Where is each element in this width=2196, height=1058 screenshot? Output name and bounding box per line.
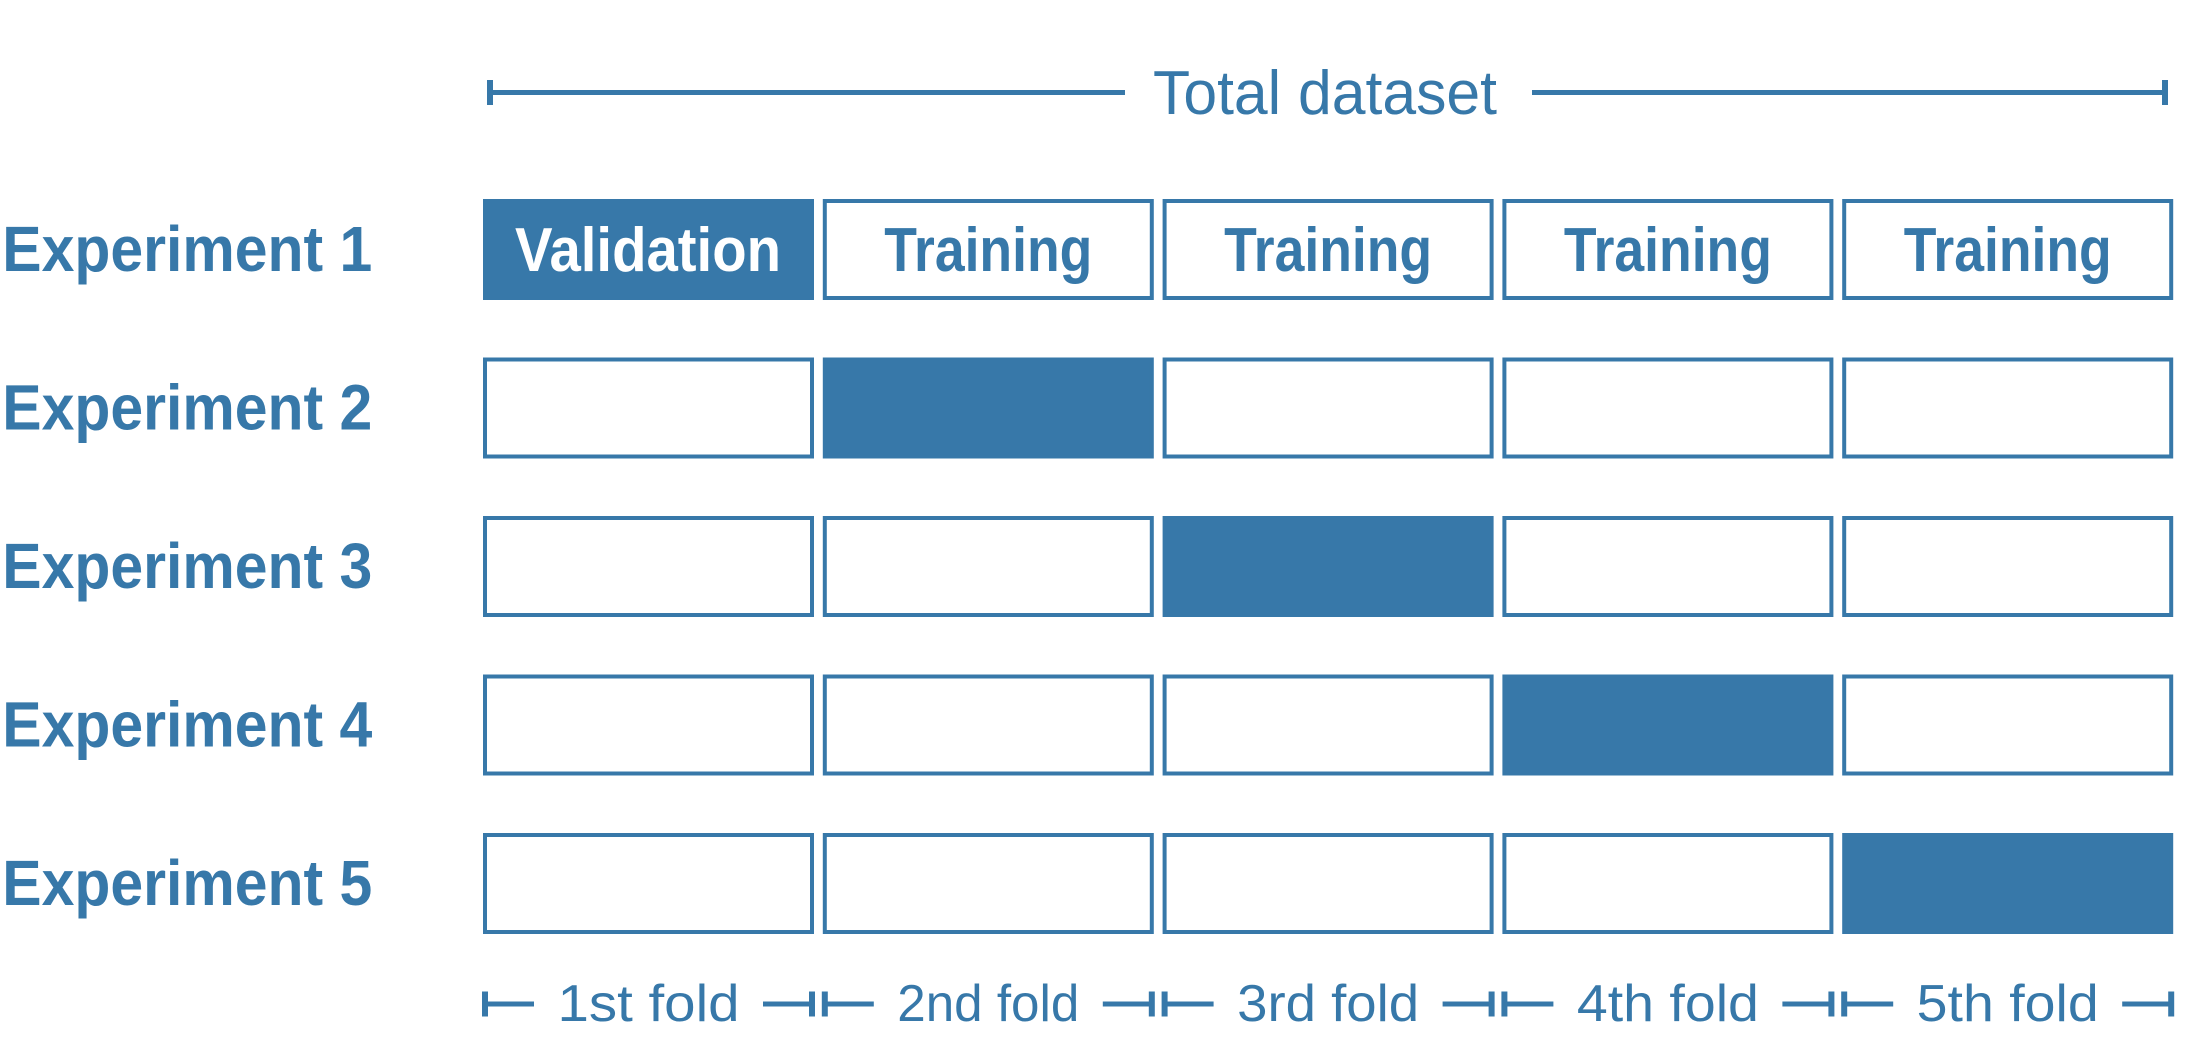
svg-text:Validation: Validation: [515, 216, 781, 285]
svg-text:Training: Training: [1904, 216, 2112, 285]
svg-text:Experiment 4: Experiment 4: [2, 689, 372, 761]
svg-text:2nd fold: 2nd fold: [897, 975, 1079, 1033]
svg-text:Experiment 5: Experiment 5: [2, 847, 372, 919]
svg-text:1st fold: 1st fold: [558, 975, 740, 1033]
svg-text:Total dataset: Total dataset: [1153, 59, 1497, 128]
svg-text:4th fold: 4th fold: [1577, 975, 1759, 1033]
svg-text:5th fold: 5th fold: [1917, 975, 2099, 1033]
svg-text:Training: Training: [884, 216, 1092, 285]
svg-text:Experiment 2: Experiment 2: [2, 372, 372, 444]
svg-text:3rd fold: 3rd fold: [1237, 975, 1419, 1033]
svg-text:Experiment 3: Experiment 3: [2, 530, 372, 602]
svg-text:Training: Training: [1224, 216, 1432, 285]
svg-text:Training: Training: [1564, 216, 1772, 285]
svg-text:Experiment 1: Experiment 1: [2, 213, 372, 285]
